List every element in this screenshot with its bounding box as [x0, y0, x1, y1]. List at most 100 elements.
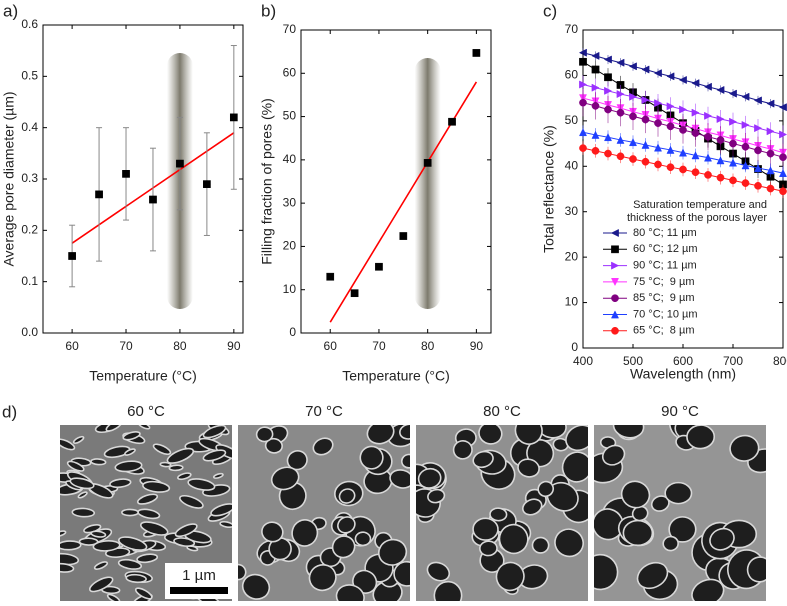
pore [331, 535, 356, 559]
pore [142, 480, 171, 493]
marker [350, 289, 359, 298]
pore [472, 450, 494, 469]
pore [71, 507, 96, 518]
marker [579, 98, 587, 107]
marker [729, 176, 737, 185]
x-tick-label: 60 [65, 339, 79, 353]
panel-label: c) [543, 1, 557, 20]
y-tick-label: 0.3 [21, 171, 38, 185]
y-tick-label: 70 [565, 22, 579, 36]
pore [90, 458, 107, 466]
sem-images [60, 425, 766, 601]
pore [691, 578, 725, 601]
marker [616, 108, 625, 117]
y-tick-label: 50 [283, 109, 297, 123]
pore [746, 556, 766, 583]
image-caption: 90 °C [661, 403, 699, 420]
marker [641, 140, 650, 149]
pore [354, 531, 372, 547]
y-tick-label: 0 [289, 325, 296, 339]
marker [641, 65, 650, 74]
marker [610, 278, 620, 287]
pore [522, 498, 543, 516]
marker [766, 166, 775, 175]
pore [109, 478, 132, 489]
legend-label: 85 °C; 9 µm [633, 292, 694, 304]
x-tick-label: 90 [227, 339, 241, 353]
image-caption: 60 °C [127, 403, 165, 420]
marker [591, 102, 600, 110]
pore [426, 561, 451, 582]
pore [664, 481, 693, 505]
marker [729, 117, 738, 126]
pore [105, 425, 123, 432]
y-tick-label: 30 [283, 195, 297, 209]
pore [359, 445, 384, 470]
marker [603, 133, 613, 142]
sem-image [238, 425, 410, 601]
y-tick-label: 60 [565, 68, 579, 82]
pore [212, 472, 224, 479]
marker [753, 96, 762, 105]
y-tick-label: 40 [565, 158, 579, 172]
marker [691, 108, 700, 117]
legend-label: 70 °C; 10 µm [633, 308, 698, 320]
pore [136, 553, 159, 564]
marker [754, 181, 762, 190]
pore [152, 443, 172, 456]
marker [176, 159, 184, 168]
marker [691, 168, 700, 177]
marker [591, 146, 600, 155]
pore [338, 488, 356, 504]
pore [270, 466, 300, 491]
pore [264, 437, 283, 454]
x-tick-label: 80 [173, 339, 187, 353]
pore [662, 535, 679, 552]
marker [122, 170, 130, 178]
marker [611, 294, 619, 303]
marker [472, 49, 481, 57]
x-tick-label: 700 [723, 354, 743, 368]
pore [78, 537, 99, 546]
y-tick-label: 40 [283, 152, 297, 166]
pore [92, 540, 121, 552]
y-tick-label: 0.6 [21, 17, 38, 31]
marker [678, 148, 688, 157]
pore [729, 434, 760, 462]
pore [337, 516, 356, 534]
pore [286, 450, 308, 471]
marker [716, 136, 725, 144]
pore [124, 448, 136, 456]
pore [93, 561, 109, 570]
pore [219, 520, 232, 529]
pore [255, 426, 274, 443]
marker [679, 165, 687, 174]
pore [561, 451, 588, 483]
marker [754, 124, 763, 133]
pore [308, 564, 337, 592]
pore [478, 425, 503, 445]
pore [537, 480, 555, 498]
pore [612, 425, 645, 439]
pore [202, 425, 227, 439]
marker [641, 115, 650, 124]
marker [704, 171, 712, 179]
y-tick-label: 0.0 [21, 325, 38, 339]
pore [594, 508, 624, 541]
highlight-band [414, 58, 441, 309]
marker [629, 155, 637, 163]
pore [136, 493, 159, 505]
marker [611, 326, 619, 335]
pore [177, 472, 192, 481]
pore [709, 527, 735, 551]
marker [610, 228, 619, 238]
pore [389, 469, 410, 489]
x-axis-label: Temperature (°C) [89, 368, 197, 384]
image-caption: 70 °C [305, 403, 343, 420]
y-axis-label: Average pore diameter (µm) [1, 91, 17, 266]
marker [766, 99, 775, 108]
marker [579, 57, 587, 66]
marker [716, 85, 725, 94]
pore [66, 460, 85, 472]
pore [179, 494, 204, 509]
